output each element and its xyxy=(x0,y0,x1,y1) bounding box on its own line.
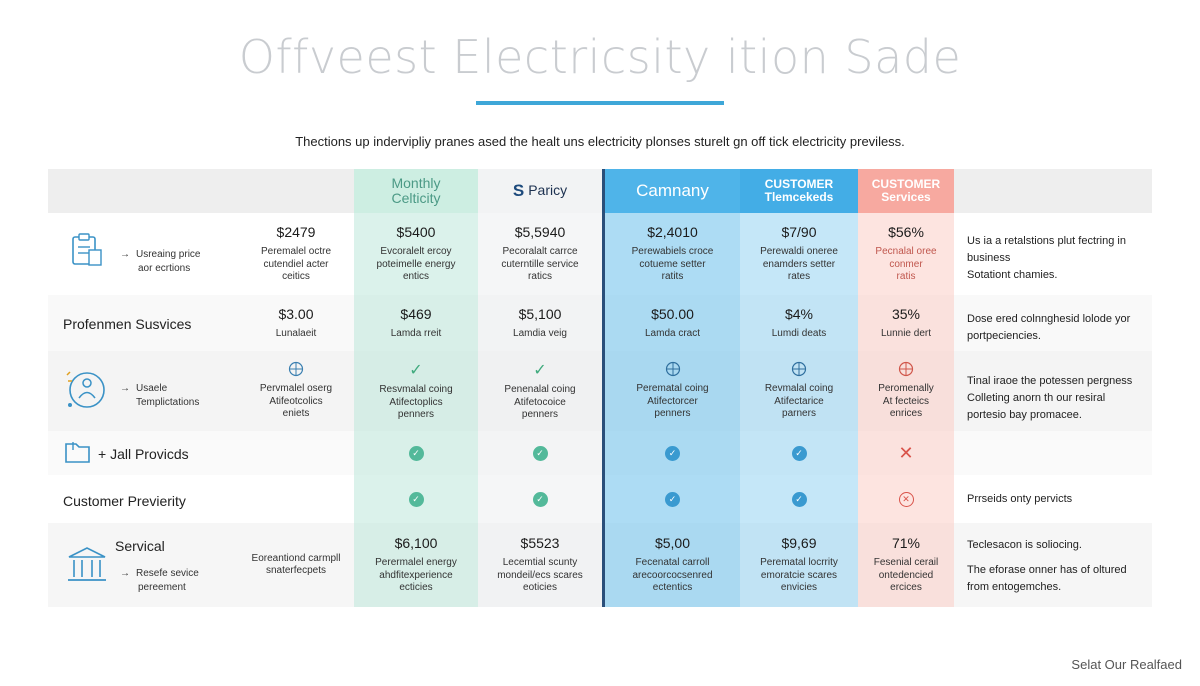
row-2-label: Profenmen Susvices xyxy=(63,316,192,332)
row-5-label: Customer Previerity xyxy=(63,493,186,509)
header-camnany[interactable]: Camnany xyxy=(605,169,740,213)
row-2-cell-3: $50.00 Lamda cract xyxy=(644,305,701,339)
globe-icon xyxy=(898,361,914,377)
cross-icon: ✕ xyxy=(898,442,914,463)
person-circle-icon xyxy=(64,367,108,411)
check-circle-icon: ✓ xyxy=(665,445,680,461)
title-underline xyxy=(476,101,724,105)
row-3-arrow: → xyxy=(120,383,130,394)
paricy-logo-icon: S xyxy=(512,180,525,200)
row-6-base-cell: Eoreantiond carmpll snaterfecpets xyxy=(251,552,341,577)
check-circle-icon: ✓ xyxy=(791,491,807,507)
row-3-cell-3: Perematal coing Atifectorcer penners xyxy=(605,351,740,431)
row-6-arrow: → xyxy=(120,568,130,579)
row-4-cell-2: ✓ xyxy=(478,431,602,475)
row-4-label: + Jall Provicds xyxy=(98,446,189,462)
row-1-cell-4: $7/90 Perewaldi oneree enamders setter r… xyxy=(760,224,838,283)
row-4-cell-3: ✓ xyxy=(605,431,740,475)
row-6-cell-4: $9,69 Perematal locrrity emoratcie scare… xyxy=(760,535,838,594)
row-1-cell-1: $5400 Evcoralelt ercoy poteimelle energy… xyxy=(376,224,456,283)
check-circle-icon: ✓ xyxy=(532,491,548,507)
row-3-cell-5: Peromenally At fecteics enrices xyxy=(858,351,954,431)
row-6-cell-3: $5,00 Fecenatal carroll arecoorcocsenred… xyxy=(632,535,713,594)
row-1-note: Us ia a retalstions plut fectring in bus… xyxy=(967,235,1126,282)
row-1-base-cell: $2479 Peremalel octre cutendiel acter ce… xyxy=(260,224,332,283)
check-circle-icon: ✓ xyxy=(665,491,680,507)
row-2-base-cell: $3.00 Lunalaeit xyxy=(275,305,317,339)
row-2-cell-2: $5,100 Lamdia veig xyxy=(513,305,567,339)
check-circle-icon: ✓ xyxy=(408,445,424,461)
column-bg-camnany xyxy=(602,169,740,607)
column-bg-customer-s xyxy=(858,169,954,607)
clipboard-icon xyxy=(70,232,104,268)
row-2-note: Dose ered colnnghesid lolode yor portpec… xyxy=(967,313,1131,343)
globe-icon xyxy=(665,361,681,377)
row-1-cell-3: $2,4010 Perewabiels croce cotueme setter… xyxy=(631,224,714,283)
row-3-cell-2: ✓ Penenalal coing Atifetocoice penners xyxy=(504,362,576,421)
intro-text: Thections up indervipliy pranes ased the… xyxy=(295,134,905,149)
header-customer-s[interactable]: CUSTOMER Services xyxy=(858,169,954,213)
row-1-arrow: → xyxy=(120,249,130,260)
row-5-cell-4: ✓ xyxy=(740,475,858,523)
row-5-cell-3: ✓ xyxy=(605,475,740,523)
row-1-cell-5: $56% Pecnalal oree conmer ratis xyxy=(875,224,937,283)
row-6-cell-1: $6,100 Perermalel energy ahdfitexperienc… xyxy=(375,535,457,594)
row-6-sub: Resefe sevice pereement xyxy=(136,568,199,593)
column-bg-customer-t xyxy=(740,169,858,607)
checkmark-icon: ✓ xyxy=(533,362,547,380)
row-3-cell-1: ✓ Resvmalal coing Atifectoplics penners xyxy=(379,362,453,421)
row-3-sub: Usaele Templictations xyxy=(136,383,200,408)
row-6-cell-2: $5523 Lecemtial scunty mondeil/ecs scare… xyxy=(497,535,583,594)
column-bg-monthly xyxy=(354,169,478,607)
row-6-note: Teclesacon is soliocing. The eforase onn… xyxy=(967,539,1127,594)
header-paricy-label: Paricy xyxy=(528,182,568,199)
comparison-table: Monthly Celticity S Paricy Camnany CUSTO… xyxy=(48,169,1152,607)
row-4-cell-1: ✓ xyxy=(354,431,478,475)
row-4-cell-5: ✕ xyxy=(858,431,954,475)
check-circle-icon: ✓ xyxy=(791,445,807,461)
header-camnany-label: Camnany xyxy=(636,180,709,200)
globe-icon xyxy=(288,361,304,377)
row-5-cell-1: ✓ xyxy=(354,475,478,523)
row-6-label: Servical xyxy=(115,538,165,554)
header-customer-t[interactable]: CUSTOMER Tlemcekeds xyxy=(740,169,858,213)
header-paricy[interactable]: S Paricy xyxy=(478,169,602,213)
row-1-sub: Usreaing price aor ecrtions xyxy=(136,249,201,274)
row-5-cell-2: ✓ xyxy=(478,475,602,523)
row-6-cell-5: 71% Fesenial cerail ontedencied ercices xyxy=(873,535,939,594)
row-3-base-cell: Pervmalel oserg Atifeotcolics eniets xyxy=(238,351,354,431)
row-2-cell-5: 35% Lunnie dert xyxy=(880,305,932,339)
folder-icon xyxy=(64,440,92,464)
row-5-cell-5: ✕ xyxy=(858,475,954,523)
column-bg-paricy xyxy=(478,169,602,607)
row-5-note: Prrseids onty pervicts xyxy=(967,493,1073,505)
header-customer-s-label: CUSTOMER Services xyxy=(871,176,941,204)
cross-circle-icon: ✕ xyxy=(898,491,914,507)
row-3-cell-4: Revmalal coing Atifectarice parners xyxy=(740,351,858,431)
header-monthly[interactable]: Monthly Celticity xyxy=(354,169,478,213)
row-3-note: Tinal iraoe the potessen pergness Collet… xyxy=(967,375,1133,422)
row-1-cell-2: $5,5940 Pecoralalt carrce cuterntille se… xyxy=(501,224,579,283)
row-4-cell-4: ✓ xyxy=(740,431,858,475)
page-title: Offveest Electricsity ition Sade xyxy=(238,30,962,84)
check-circle-icon: ✓ xyxy=(408,491,424,507)
checkmark-icon: ✓ xyxy=(409,362,423,380)
header-customer-t-label: CUSTOMER Tlemcekeds xyxy=(764,176,834,204)
header-monthly-label: Monthly Celticity xyxy=(391,174,441,206)
check-circle-icon: ✓ xyxy=(532,445,548,461)
row-2-cell-1: $469 Lamda rreit xyxy=(390,305,442,339)
row-2-cell-4: $4% Lumdi deats xyxy=(771,305,827,339)
bank-icon xyxy=(66,545,108,585)
footer-link[interactable]: Selat Our Realfaed xyxy=(1071,657,1182,672)
globe-icon xyxy=(791,361,807,377)
